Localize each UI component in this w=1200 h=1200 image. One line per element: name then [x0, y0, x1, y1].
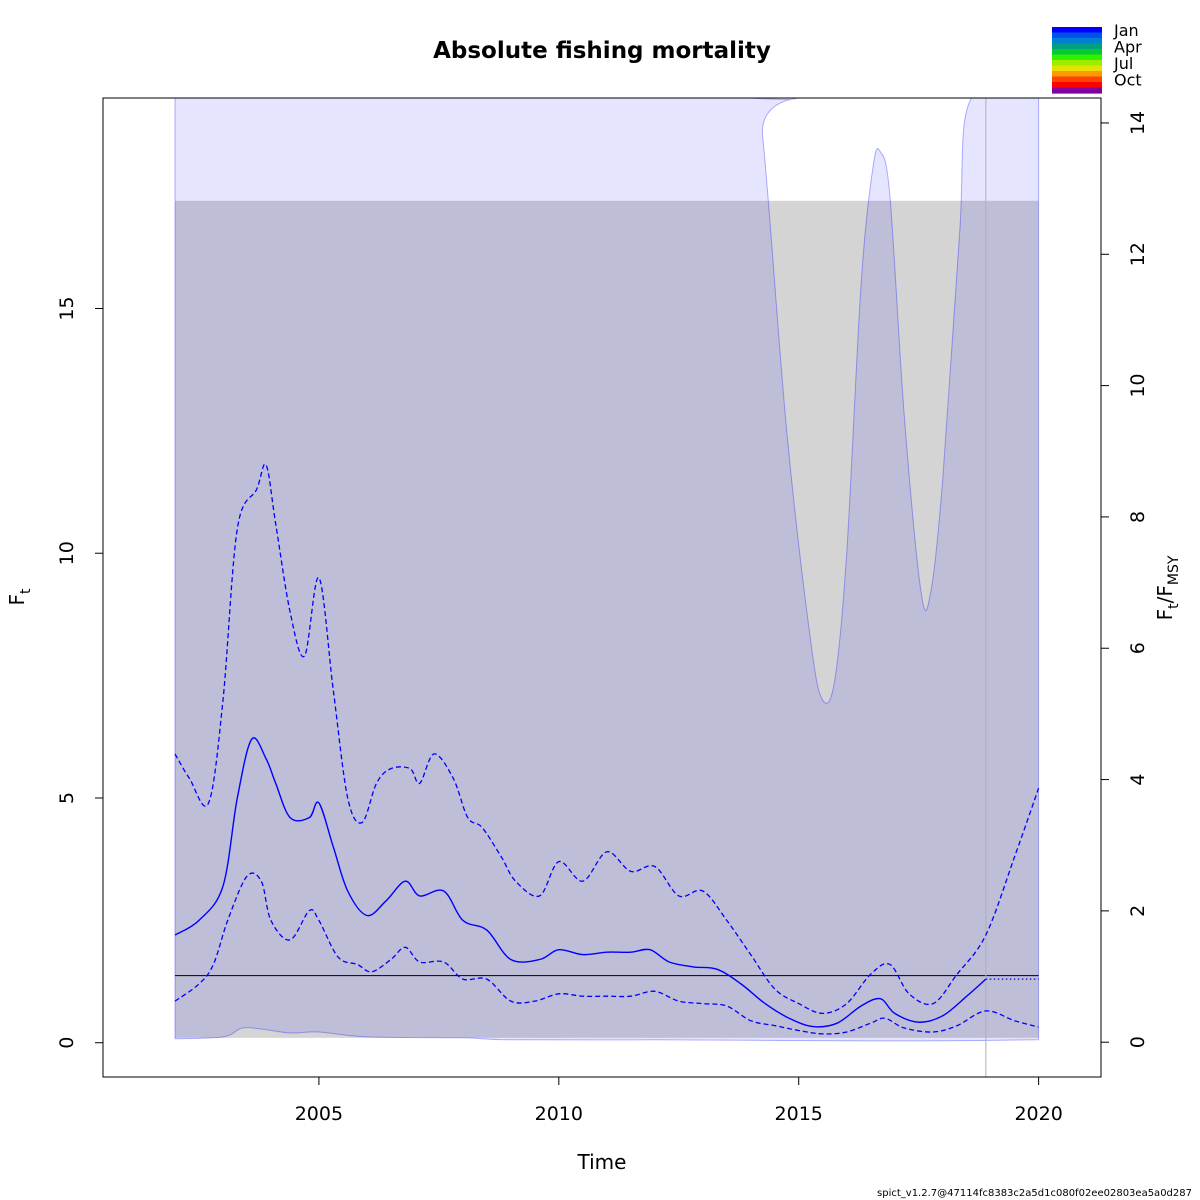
y-right-axis-title: Ft/FMSY [1153, 555, 1182, 620]
y-right-tick-label: 10 [1127, 373, 1149, 397]
y-right-tick-label: 12 [1127, 242, 1149, 266]
y-tick-label: 0 [56, 1037, 78, 1049]
legend-color-swatch [1052, 27, 1102, 34]
series-line-lower-ci [174, 872, 1039, 1035]
y-axis-title-sub: t [18, 588, 34, 594]
legend-color-swatch [1052, 71, 1102, 78]
y-right-tick-label: 8 [1127, 511, 1149, 523]
legend-color-swatch [1052, 49, 1102, 56]
f-ci-envelope [174, 98, 1040, 1042]
footer-version: spict_v1.2.7@47114fc8383c2a5d1c080f02ee0… [877, 1188, 1192, 1199]
y-right-axis-title-sub2: MSY [1166, 555, 1182, 585]
legend-color-swatch [1052, 54, 1102, 61]
y-right-axis-title-main2: F [1153, 585, 1177, 597]
axes: 2005 2010 2015 2020 0 5 10 15 0 2 4 6 8 10 12 14 [56, 97, 1149, 1125]
x-axis-title: Time [577, 1150, 627, 1174]
legend-color-swatch [1052, 32, 1102, 39]
legend-color-swatch [1052, 82, 1102, 89]
y-right-tick-label: 14 [1127, 111, 1149, 135]
plot-content [174, 98, 1040, 1077]
series-line-estimate [174, 737, 987, 1028]
x-tick-label: 2005 [295, 1103, 343, 1125]
y-right-axis-title-main1: F [1153, 609, 1177, 621]
y-right-tick-label: 2 [1127, 905, 1149, 917]
legend-month-label: Oct [1114, 71, 1142, 90]
legend-color-swatch [1052, 43, 1102, 50]
x-tick-label: 2010 [535, 1103, 583, 1125]
legend-color-swatch [1052, 76, 1102, 83]
legend-month-label: Apr [1114, 38, 1142, 57]
y-tick-label: 10 [56, 541, 78, 565]
plot-area [174, 98, 1040, 1077]
legend-month-label: Jan [1113, 21, 1139, 40]
legend-color-swatch [1052, 87, 1102, 94]
y-right-tick-label: 6 [1127, 642, 1149, 654]
chart-title: Absolute fishing mortality [433, 38, 771, 64]
plot-frame [102, 97, 1102, 1078]
legend-color-swatch [1052, 38, 1102, 45]
y-axis-title-main: F [5, 594, 29, 606]
series-line-upper-ci [174, 463, 1040, 1015]
fmsy-ci-band [174, 200, 1039, 1038]
x-tick-label: 2020 [1014, 1103, 1062, 1125]
x-tick-label: 2015 [775, 1103, 823, 1125]
legend-month-label: Jul [1113, 54, 1133, 73]
y-right-axis-title-sub1: t [1166, 603, 1182, 609]
y-right-tick-label: 0 [1127, 1036, 1149, 1048]
legend-color-swatch [1052, 65, 1102, 72]
y-tick-label: 5 [56, 792, 78, 804]
y-right-tick-label: 4 [1127, 774, 1149, 786]
legend-color-swatch [1052, 60, 1102, 67]
y-tick-label: 15 [56, 296, 78, 320]
y-axis-title: Ft [5, 588, 34, 606]
y-right-axis-title-slash: / [1153, 596, 1177, 603]
